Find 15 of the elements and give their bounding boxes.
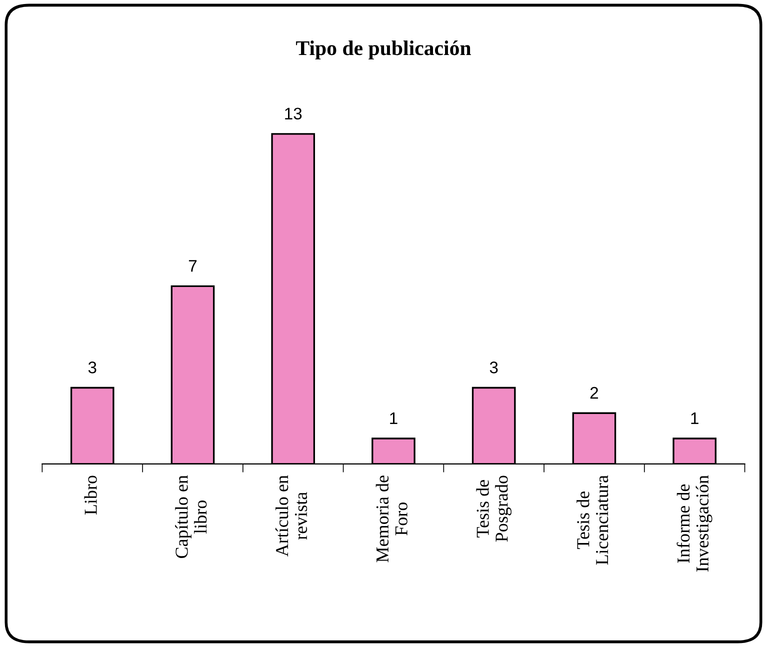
x-tick-label: Libro: [84, 476, 97, 515]
data-label: 1: [390, 412, 398, 424]
x-tick-label: Informe de Investigación: [676, 475, 712, 572]
chart-title: Tipo de publicación: [296, 40, 471, 60]
data-label: 13: [285, 108, 302, 120]
x-tick-label: Tesis de Posgrado: [476, 476, 512, 542]
data-label: 1: [691, 412, 698, 424]
x-tick-label: Artículo en revista: [275, 475, 308, 557]
data-label: 3: [490, 362, 498, 374]
data-label: 7: [188, 260, 197, 272]
x-tick-label: Memoria de Foro: [376, 476, 408, 562]
data-label: 3: [88, 362, 96, 374]
data-label: 2: [590, 386, 598, 399]
x-tick-label: Capítulo en libro: [175, 475, 207, 558]
x-tick-label: Tesis de Licenciatura: [576, 475, 608, 565]
